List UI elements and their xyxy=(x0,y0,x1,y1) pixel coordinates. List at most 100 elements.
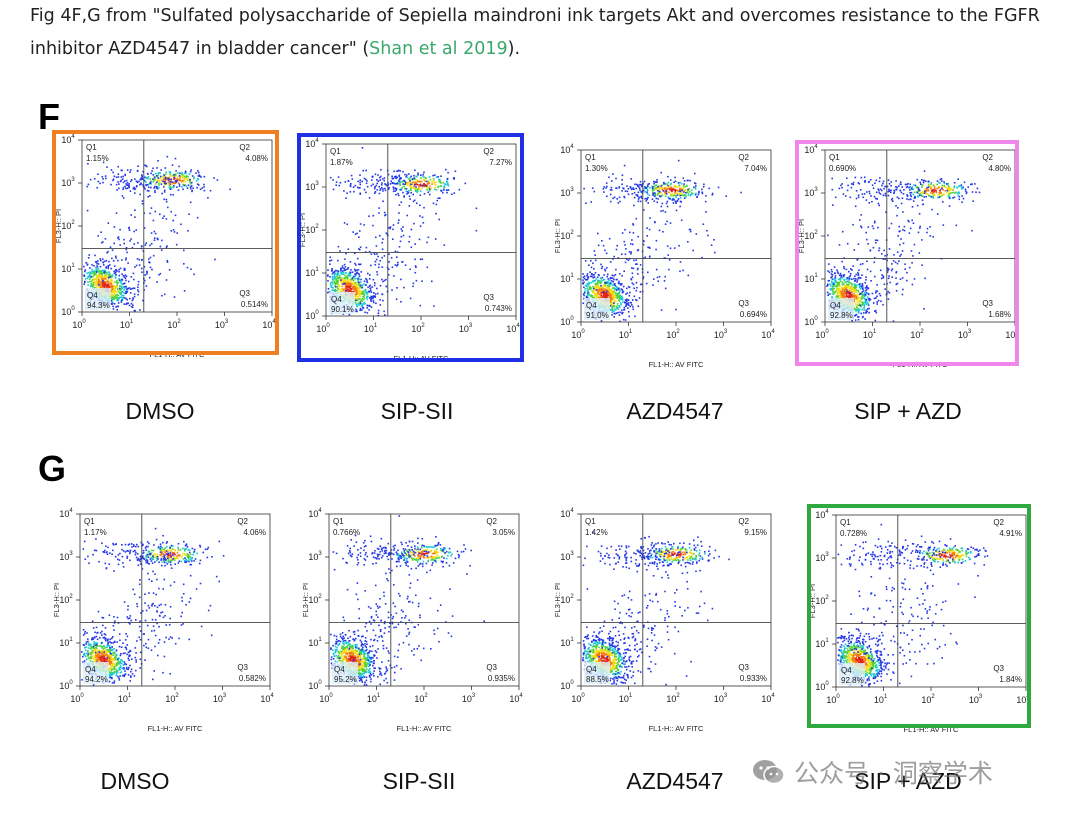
quadrant-q3-name: Q3 xyxy=(237,663,248,672)
quadrant-q3-name: Q3 xyxy=(982,299,993,308)
y-tick-label: 104 xyxy=(59,508,73,519)
quadrant-q1-name: Q1 xyxy=(330,147,341,156)
y-tick-label: 104 xyxy=(61,134,75,145)
quadrant-q3-name: Q3 xyxy=(483,293,494,302)
quadrant-q2-name: Q2 xyxy=(486,517,497,526)
quadrant-q4-value: 88.5% xyxy=(586,675,609,684)
quadrant-q2-value: 3.05% xyxy=(492,528,515,537)
x-tick-label: 102 xyxy=(414,693,428,704)
y-tick-label: 103 xyxy=(560,551,574,562)
condition-label: AZD4547 xyxy=(626,768,724,794)
y-tick-label: 104 xyxy=(815,509,829,520)
y-axis-title: FL3-H:: PI xyxy=(301,583,310,617)
y-tick-label: 102 xyxy=(560,594,574,605)
x-tick-label: 101 xyxy=(619,329,633,340)
y-tick-label: 100 xyxy=(560,680,574,691)
quadrant-q3-name: Q3 xyxy=(486,663,497,672)
quadrant-q4-name: Q4 xyxy=(85,665,96,674)
quadrant-q2-value: 9.15% xyxy=(744,528,767,537)
quadrant-q1-name: Q1 xyxy=(84,517,95,526)
quadrant-q2-name: Q2 xyxy=(982,153,993,162)
highlight-frame xyxy=(795,140,1019,366)
quadrant-q4-name: Q4 xyxy=(334,665,345,674)
x-tick-label: 101 xyxy=(120,319,134,330)
quadrant-q1-name: Q1 xyxy=(585,517,596,526)
x-tick-label: 100 xyxy=(319,693,333,704)
x-tick-label: 103 xyxy=(714,693,728,704)
quadrant-q2-name: Q2 xyxy=(483,147,494,156)
quadrant-q1-value: 0.766% xyxy=(333,528,360,537)
condition-label: DMSO xyxy=(125,398,195,424)
x-axis-title: FL1-H:: AV FITC xyxy=(904,725,959,734)
y-axis-title: FL3-H:: PI xyxy=(52,583,61,617)
event-points xyxy=(826,170,981,322)
flow-scatter-svg: 100100101101102102103103104104Q10.728%Q2… xyxy=(808,509,1030,734)
quadrant-q2-value: 7.27% xyxy=(489,158,512,167)
flow-scatter-svg: 100 100 101 101 102 102 103 103 104 104 Q1 1.17% Q2 4… xyxy=(52,508,274,733)
quadrant-q1-value: 1.15% xyxy=(86,154,109,163)
quadrant-q1-name: Q1 xyxy=(585,153,596,162)
y-tick-label: 103 xyxy=(308,551,322,562)
quadrant-q2-name: Q2 xyxy=(993,518,1004,527)
x-tick-label: 100 xyxy=(571,329,585,340)
quadrant-q3-value: 0.514% xyxy=(241,300,268,309)
y-tick-label: 101 xyxy=(560,637,574,648)
quadrant-q4-value: 95.2% xyxy=(334,675,357,684)
event-points xyxy=(582,159,742,323)
caption-text: Fig 4F,G from "Sulfated polysaccharide o… xyxy=(30,6,1040,59)
y-tick-label: 102 xyxy=(59,594,73,605)
y-tick-label: 102 xyxy=(815,595,829,606)
citation-link[interactable]: Shan et al 2019 xyxy=(369,39,508,59)
quadrant-q4-value: 92.8% xyxy=(841,676,864,685)
x-tick-label: 102 xyxy=(167,319,181,330)
y-tick-label: 103 xyxy=(61,177,75,188)
y-tick-label: 104 xyxy=(804,144,818,155)
quadrant-q1-name: Q1 xyxy=(829,153,840,162)
y-tick-label: 104 xyxy=(560,144,574,155)
quadrant-q4-name: Q4 xyxy=(841,666,852,675)
condition-label: DMSO xyxy=(100,768,170,794)
y-tick-label: 101 xyxy=(815,638,829,649)
y-axis-title: FL3-H:: PI xyxy=(797,219,806,253)
y-tick-label: 104 xyxy=(560,508,574,519)
x-tick-label: 104 xyxy=(509,693,523,704)
caption-suffix: ). xyxy=(507,39,521,59)
quadrant-q2-value: 4.80% xyxy=(988,164,1011,173)
x-tick-label: 101 xyxy=(874,694,888,705)
x-tick-label: 104 xyxy=(262,319,276,330)
x-tick-label: 101 xyxy=(367,693,381,704)
x-tick-label: 103 xyxy=(215,319,229,330)
flow-plot-g-3: 100 100 101 101 102 102 103 103 104 104 Q1 1.42% Q2 9… xyxy=(553,504,777,736)
y-tick-label: 100 xyxy=(59,680,73,691)
condition-label: SIP-SII xyxy=(380,398,454,424)
quadrant-q1-name: Q1 xyxy=(86,143,97,152)
quadrant-q1-value: 1.42% xyxy=(585,528,608,537)
y-tick-label: 103 xyxy=(59,551,73,562)
y-tick-label: 100 xyxy=(61,306,75,317)
x-tick-label: 101 xyxy=(619,693,633,704)
x-tick-label: 102 xyxy=(411,323,425,334)
y-tick-label: 100 xyxy=(308,680,322,691)
quadrant-q2-name: Q2 xyxy=(738,153,749,162)
quadrant-q4-value: 90.1% xyxy=(331,305,354,314)
highlight-frame xyxy=(297,133,524,362)
x-tick-label: 101 xyxy=(118,693,132,704)
condition-label: SIP + AZD xyxy=(854,398,962,424)
panel-label-g: G xyxy=(38,448,67,489)
y-axis-title: FL3-H:: PI xyxy=(553,583,562,617)
quadrant-q2-name: Q2 xyxy=(237,517,248,526)
highlight-frame xyxy=(52,130,279,355)
quadrant-q3-value: 1.68% xyxy=(988,310,1011,319)
flow-scatter-svg: 100 100 101 101 102 102 103 103 104 104 Q1 1.30% Q2 7… xyxy=(553,144,775,369)
quadrant-q4-value: 91.0% xyxy=(586,311,609,320)
x-tick-label: 100 xyxy=(316,323,330,334)
y-tick-label: 103 xyxy=(815,552,829,563)
x-axis-title: FL1-H:: AV FITC xyxy=(649,360,704,369)
x-tick-label: 104 xyxy=(761,693,775,704)
y-tick-label: 101 xyxy=(804,273,818,284)
y-tick-label: 104 xyxy=(308,508,322,519)
quadrant-q2-name: Q2 xyxy=(239,143,250,152)
y-tick-label: 102 xyxy=(804,230,818,241)
flow-scatter-svg: 100 100 101 101 102 102 103 103 104 104 Q1 0.766% Q2… xyxy=(301,508,523,733)
watermark-text: 公众号 · 洞察学术 xyxy=(794,759,993,788)
